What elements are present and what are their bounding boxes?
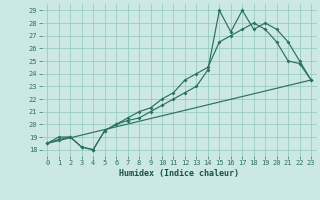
X-axis label: Humidex (Indice chaleur): Humidex (Indice chaleur) (119, 169, 239, 178)
